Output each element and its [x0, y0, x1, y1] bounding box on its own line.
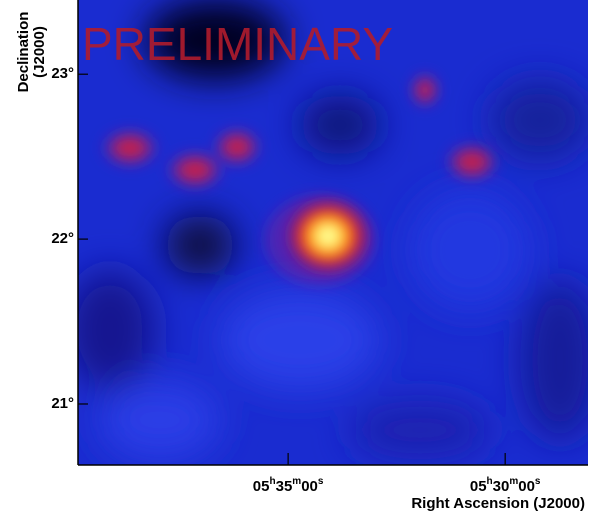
sky-map — [78, 0, 588, 465]
y-axis-label: (J2000) — [31, 26, 48, 78]
x-tick-label: 05h30m00s — [470, 476, 541, 495]
x-axis-label: Right Ascension (J2000) — [411, 495, 585, 512]
y-tick-label: 21° — [51, 395, 74, 412]
y-tick-label: 22° — [51, 230, 74, 247]
x-tick-label: 05h35m00s — [253, 476, 324, 495]
y-axis-label: Declination — [15, 12, 32, 93]
y-tick-label: 23° — [51, 65, 74, 82]
chart-title: PRELIMINARY — [82, 18, 393, 70]
